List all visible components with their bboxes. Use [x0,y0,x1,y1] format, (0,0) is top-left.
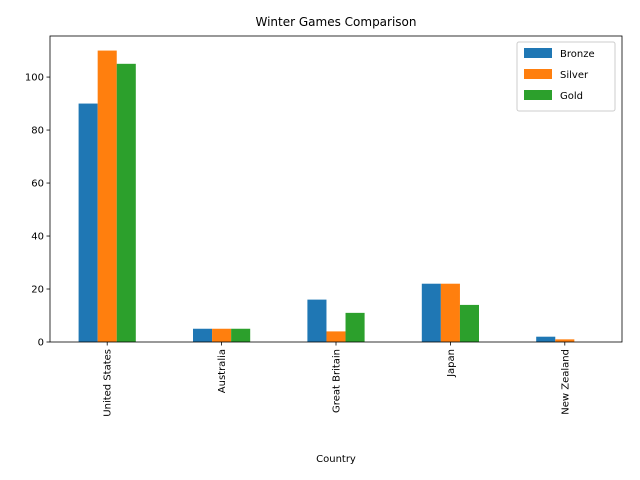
y-tick-label: 60 [31,179,44,190]
bar-gold-united-states [116,63,136,342]
bar-silver-great-britain [326,331,346,342]
bar-bronze-new-zealand [536,336,556,342]
bars-group [78,50,575,342]
bar-gold-australia [231,328,251,342]
y-tick-label: 40 [31,232,44,243]
x-tick-label: New Zealand [560,349,571,415]
legend-label-silver: Silver [560,70,589,81]
bar-gold-great-britain [345,312,365,342]
chart-title: Winter Games Comparison [255,15,416,29]
x-ticks-group: United States Australia Great Britain Japan… [103,342,571,417]
y-tick-label: 20 [31,285,44,296]
bar-gold-japan [459,304,479,342]
legend-swatch-silver [524,69,552,79]
x-axis-label: Country [316,454,356,465]
y-ticks-group: 0 20 40 60 80 100 [25,73,50,349]
x-tick-label: Australia [217,349,228,393]
bar-bronze-japan [421,283,441,342]
bar-bronze-great-britain [307,299,327,342]
y-tick-label: 100 [25,73,44,84]
bar-silver-australia [212,328,232,342]
bar-silver-united-states [97,50,117,342]
x-tick-label: Great Britain [332,349,343,413]
legend-label-bronze: Bronze [560,49,595,60]
x-tick-label: Japan [446,349,457,378]
legend: Bronze Silver Gold [516,41,616,112]
y-tick-label: 0 [38,338,44,349]
bar-bronze-australia [193,328,213,342]
y-tick-label: 80 [31,126,44,137]
bar-silver-new-zealand [555,339,575,342]
bar-silver-japan [440,283,460,342]
legend-label-gold: Gold [560,91,583,102]
legend-swatch-bronze [524,48,552,58]
x-tick-label: United States [103,349,114,417]
bar-bronze-united-states [78,103,98,342]
legend-swatch-gold [524,90,552,100]
